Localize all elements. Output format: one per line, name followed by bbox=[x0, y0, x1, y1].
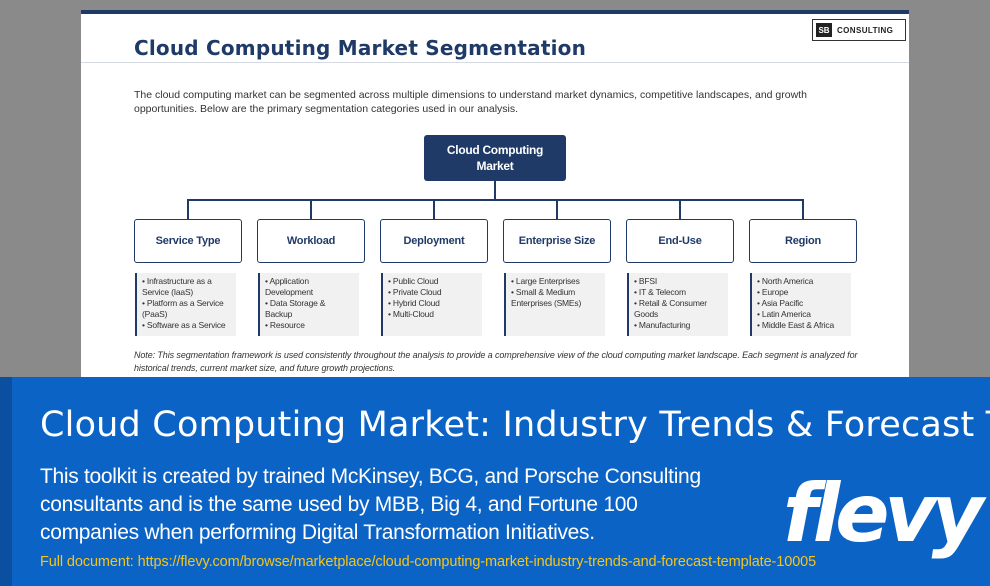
flevy-logo: flevy bbox=[783, 467, 984, 560]
connector-drop bbox=[556, 199, 558, 219]
banner-edge bbox=[0, 377, 12, 586]
list-item: • Multi-Cloud bbox=[388, 309, 434, 319]
segment-service-type-header: Service Type bbox=[134, 219, 242, 263]
segment-deployment-list: • Public Cloud • Private Cloud • Hybrid … bbox=[381, 273, 482, 336]
banner-description: This toolkit is created by trained McKin… bbox=[40, 465, 701, 544]
segment-title: End-Use bbox=[658, 235, 702, 247]
segment-enterprise-size-list: • Large Enterprises • Small & Medium Ent… bbox=[504, 273, 605, 336]
list-item: • Infrastructure as a bbox=[142, 276, 212, 286]
list-item: Goods bbox=[634, 309, 659, 319]
list-item: • Large Enterprises bbox=[511, 276, 580, 286]
list-item: • Private Cloud bbox=[388, 287, 442, 297]
list-item: • Resource bbox=[265, 320, 305, 330]
segment-end-use-header: End-Use bbox=[626, 219, 734, 263]
connector-drop bbox=[433, 199, 435, 219]
list-item: • IT & Telecom bbox=[634, 287, 686, 297]
segment-title: Enterprise Size bbox=[518, 235, 596, 247]
root-node: Cloud Computing Market bbox=[424, 135, 566, 181]
segment-workload-header: Workload bbox=[257, 219, 365, 263]
segment-deployment-header: Deployment bbox=[380, 219, 488, 263]
root-node-line1: Cloud Computing bbox=[446, 143, 544, 157]
logo-mark: SB bbox=[816, 23, 832, 37]
intro-text: The cloud computing market can be segmen… bbox=[134, 89, 807, 115]
segment-region-list: • North America • Europe • Asia Pacific … bbox=[750, 273, 851, 336]
slide-top-bar bbox=[81, 10, 909, 14]
list-item: • Latin America bbox=[757, 309, 811, 319]
segment-title: Deployment bbox=[403, 235, 465, 247]
list-item: • Manufacturing bbox=[634, 320, 691, 330]
segment-title: Workload bbox=[286, 235, 336, 247]
promo-banner: Cloud Computing Market: Industry Trends … bbox=[0, 377, 990, 586]
connector-drop bbox=[679, 199, 681, 219]
list-item: Backup bbox=[265, 309, 293, 319]
list-item: • Middle East & Africa bbox=[757, 320, 834, 330]
connector-drop bbox=[310, 199, 312, 219]
list-item: Service (IaaS) bbox=[142, 287, 194, 297]
list-item: • Data Storage & bbox=[265, 298, 326, 308]
title-divider bbox=[81, 62, 909, 63]
list-item: • Retail & Consumer bbox=[634, 298, 707, 308]
list-item: • Asia Pacific bbox=[757, 298, 804, 308]
segment-end-use-list: • BFSI • IT & Telecom • Retail & Consume… bbox=[627, 273, 728, 336]
segment-enterprise-size-header: Enterprise Size bbox=[503, 219, 611, 263]
list-item: (PaaS) bbox=[142, 309, 168, 319]
full-document-link[interactable]: Full document: https://flevy.com/browse/… bbox=[40, 554, 817, 570]
logo-text: CONSULTING bbox=[837, 25, 894, 35]
footnote: Note: This segmentation framework is use… bbox=[134, 350, 858, 373]
banner-title: Cloud Computing Market: Industry Trends … bbox=[40, 405, 990, 445]
slide-title: Cloud Computing Market Segmentation bbox=[134, 36, 587, 60]
segment-workload-list: • Application Development • Data Storage… bbox=[258, 273, 359, 336]
list-item: • Public Cloud bbox=[388, 276, 439, 286]
consulting-logo: SB CONSULTING bbox=[812, 19, 906, 41]
slide: Cloud Computing Market Segmentation SB C… bbox=[81, 10, 909, 380]
list-item: • Software as a Service bbox=[142, 320, 226, 330]
list-item: Development bbox=[265, 287, 313, 297]
list-item: • Small & Medium bbox=[511, 287, 576, 297]
list-item: • North America bbox=[757, 276, 814, 286]
segment-title: Region bbox=[784, 235, 822, 247]
list-item: • Hybrid Cloud bbox=[388, 298, 440, 308]
connector-drop bbox=[802, 199, 804, 219]
list-item: • Platform as a Service bbox=[142, 298, 224, 308]
segment-region-header: Region bbox=[749, 219, 857, 263]
list-item: • Application bbox=[265, 276, 309, 286]
segment-title: Service Type bbox=[155, 235, 221, 247]
list-item: • Europe bbox=[757, 287, 789, 297]
connector-drop bbox=[187, 199, 189, 219]
list-item: • BFSI bbox=[634, 276, 658, 286]
connector-trunk bbox=[494, 181, 496, 200]
root-node-line2: Market bbox=[476, 159, 514, 173]
list-item: Enterprises (SMEs) bbox=[511, 298, 582, 308]
segment-service-type-list: • Infrastructure as a Service (IaaS) • P… bbox=[135, 273, 236, 336]
connector-horizontal bbox=[187, 199, 803, 201]
